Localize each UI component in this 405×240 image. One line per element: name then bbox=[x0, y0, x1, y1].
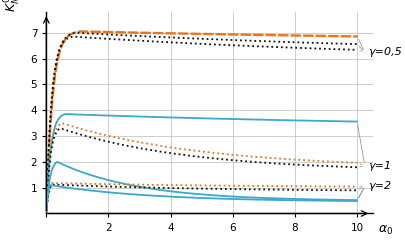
Text: γ=1: γ=1 bbox=[367, 161, 390, 171]
Text: γ=0,5: γ=0,5 bbox=[367, 47, 401, 57]
Y-axis label: $K_N^0$: $K_N^0$ bbox=[3, 0, 23, 12]
X-axis label: $\alpha_0$: $\alpha_0$ bbox=[377, 224, 392, 237]
Text: γ=2: γ=2 bbox=[367, 181, 390, 191]
